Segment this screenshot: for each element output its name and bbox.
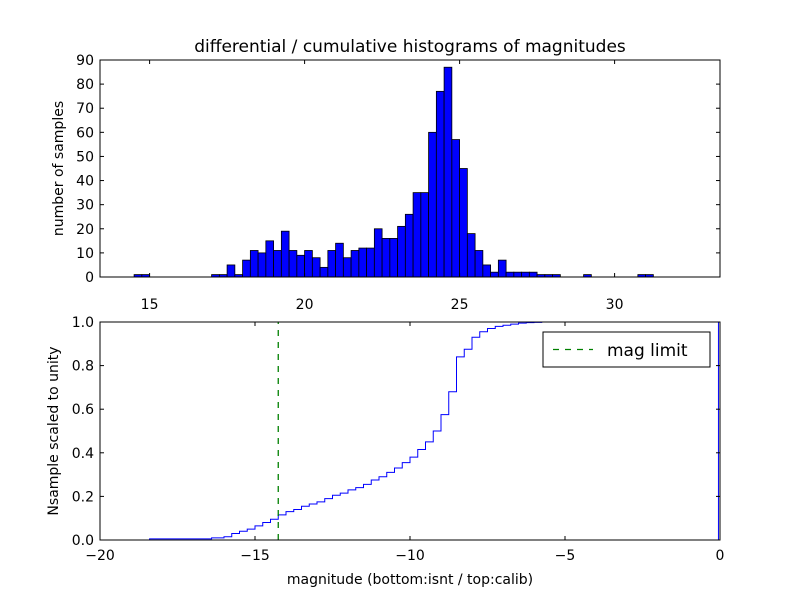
top-y-tick-label: 90 — [76, 53, 94, 69]
histogram-bar — [311, 257, 321, 278]
legend-mag-limit-label: mag limit — [607, 341, 688, 361]
cumulative-lines — [100, 321, 719, 541]
histogram-bar — [397, 225, 406, 278]
bottom-y-tick-label: 0.6 — [72, 402, 94, 418]
top-y-tick-label: 30 — [76, 198, 94, 214]
histogram-bar — [412, 192, 422, 278]
histogram-bar — [373, 228, 383, 278]
histogram-bar — [389, 238, 399, 278]
histogram-bar — [335, 242, 344, 278]
histogram-bar — [505, 271, 515, 278]
top-x-tick-label: 30 — [606, 297, 624, 313]
histogram-bar — [428, 131, 437, 278]
bottom-y-tick-label: 0.2 — [72, 489, 94, 505]
top-y-tick-label: 20 — [76, 222, 94, 238]
histogram-bar — [265, 240, 275, 278]
top-y-axis-label: number of samples — [51, 101, 67, 236]
bottom-y-tick-label: 0.8 — [72, 359, 94, 375]
histogram-bar — [242, 259, 251, 278]
histogram-bar — [273, 250, 282, 278]
top-y-tick-label: 60 — [76, 125, 94, 141]
bottom-y-tick-label: 0.4 — [72, 446, 94, 462]
histogram-bar — [443, 66, 453, 278]
cumulative-step-line — [100, 321, 719, 541]
histogram-bar — [513, 271, 522, 278]
histogram-bar — [528, 271, 538, 278]
histogram-bar — [296, 254, 306, 278]
histogram-bar — [304, 250, 313, 278]
bottom-x-tick-label: −15 — [240, 548, 270, 564]
histogram-bar — [280, 230, 290, 278]
histogram-bar — [226, 264, 236, 278]
top-y-tick-label: 50 — [76, 149, 94, 165]
top-y-tick-label: 0 — [85, 270, 94, 286]
histogram-bar — [249, 250, 259, 278]
histogram-bar — [482, 264, 492, 278]
histogram-bar — [404, 213, 414, 278]
histogram-bar — [350, 250, 360, 278]
bottom-x-tick-label: 0 — [716, 548, 725, 564]
top-axes-frame — [99, 59, 721, 278]
histogram-bar — [381, 238, 391, 278]
bottom-x-tick-label: −20 — [85, 548, 115, 564]
histogram-bar — [490, 271, 499, 278]
top-x-tick-label: 25 — [451, 297, 469, 313]
histogram-bars — [133, 66, 654, 278]
histogram-bar — [451, 139, 461, 278]
bottom-y-tick-label: 0.0 — [72, 533, 94, 549]
top-axis-ticks: 15 20 25 30 0 10 20 30 40 50 60 70 80 90 — [76, 53, 720, 313]
bottom-x-tick-label: −5 — [555, 548, 576, 564]
legend: mag limit — [542, 331, 711, 368]
chart-title: differential / cumulative histograms of … — [194, 37, 626, 57]
histogram-bar — [288, 250, 298, 278]
histogram-bar — [319, 266, 329, 278]
histogram-bar — [327, 250, 337, 278]
histogram-bar — [257, 252, 267, 278]
histogram-bar — [435, 90, 445, 278]
bottom-y-axis-label: Nsample scaled to unity — [46, 346, 62, 515]
top-y-tick-label: 80 — [76, 77, 94, 93]
cumulative-histogram-panel: −20 −15 −10 −5 0 0.0 0.2 0.4 0.6 0.8 1.0 magnitude… — [46, 315, 724, 588]
histogram-bar — [497, 259, 507, 278]
histogram-bar — [366, 247, 375, 278]
histogram-bar — [358, 247, 368, 278]
histogram-bar — [342, 257, 352, 278]
bottom-y-tick-label: 1.0 — [72, 315, 94, 331]
histogram-bar — [521, 271, 530, 278]
histogram-bar — [420, 192, 430, 278]
top-x-tick-label: 20 — [296, 297, 314, 313]
top-y-tick-label: 10 — [76, 246, 94, 262]
bottom-axis-ticks: −20 −15 −10 −5 0 0.0 0.2 0.4 0.6 0.8 1.0 — [72, 315, 725, 564]
histogram-bar — [459, 168, 468, 278]
top-y-tick-label: 70 — [76, 101, 94, 117]
top-x-tick-label: 15 — [141, 297, 159, 313]
bottom-x-tick-label: −10 — [395, 548, 425, 564]
histogram-bar — [474, 250, 484, 278]
top-y-tick-label: 40 — [76, 174, 94, 190]
bottom-x-axis-label: magnitude (bottom:isnt / top:calib) — [287, 572, 533, 588]
histogram-bar — [466, 233, 476, 278]
